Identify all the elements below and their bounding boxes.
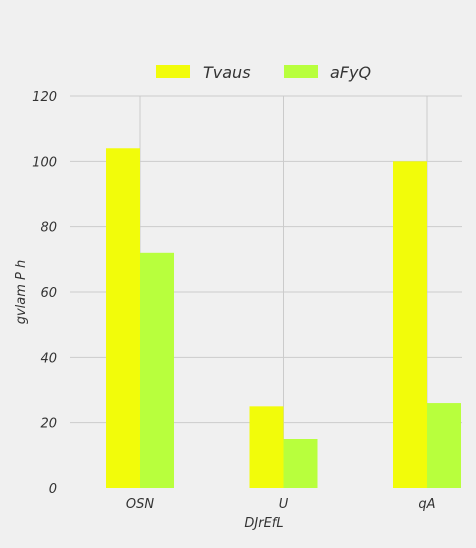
y-tick-label: 0 [49,482,57,497]
y-tick-label: 100 [32,155,57,170]
x-tick-label: OSN [126,497,154,512]
legend-swatch [156,65,190,78]
y-axis-label: gvlam P h [14,260,29,325]
y-tick-label: 20 [40,417,57,432]
bar-Tvaus-OSN [106,148,140,488]
bar-aFyQ-U [283,439,318,488]
y-tick-label: 80 [40,221,57,236]
legend-label: aFyQ [330,63,371,82]
bar-layer [106,148,461,489]
y-tick-label: 60 [40,286,57,301]
x-tick-label: U [279,497,289,512]
legend: Tvaus aFyQ [156,63,371,82]
bar-aFyQ-OSN [140,252,174,488]
bar-Tvaus-qA [393,161,427,489]
legend-label: Tvaus [203,63,251,82]
bar-Tvaus-U [249,406,284,488]
y-tick-label: 40 [40,351,57,366]
legend-swatch [284,65,318,78]
x-tick-label: qA [418,497,435,512]
bar-aFyQ-qA [427,403,461,488]
y-tick-label: 120 [32,90,57,105]
x-axis-label: DJrEfL [244,516,283,531]
